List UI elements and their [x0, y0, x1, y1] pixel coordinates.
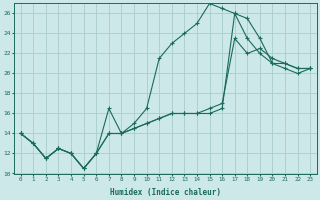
X-axis label: Humidex (Indice chaleur): Humidex (Indice chaleur)	[110, 188, 221, 197]
